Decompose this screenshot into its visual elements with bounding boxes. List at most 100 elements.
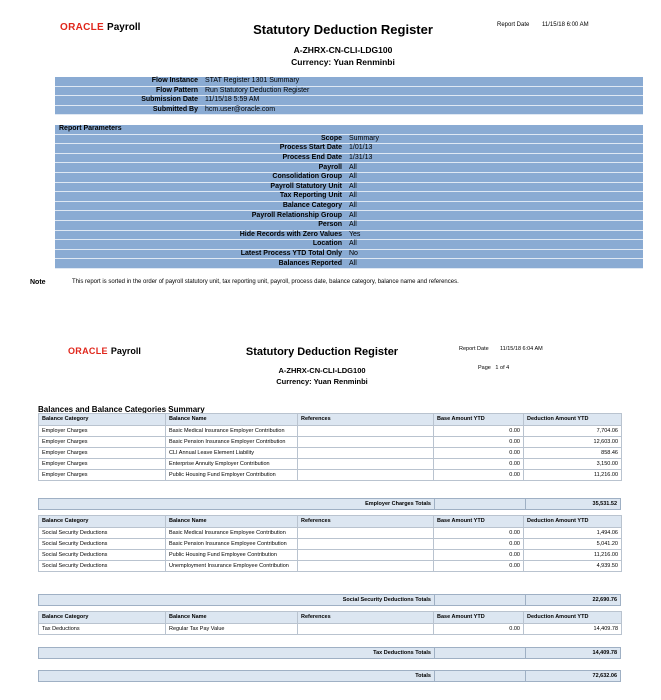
report-date-label: Report Date [497, 22, 530, 28]
balance-cell: Social Security Deductions [38, 538, 166, 550]
balance-cell [297, 623, 434, 635]
balance-cell: 0.00 [433, 549, 524, 561]
balance-row: Social Security Deductions Basic Pension … [38, 538, 622, 550]
totals-row: Employer Charges Totals 35,531.52 [38, 498, 621, 510]
note-text: This report is sorted in the order of pa… [72, 279, 459, 285]
info-label: Process Start Date [55, 143, 349, 154]
balance-cell: 1,494.06 [523, 527, 622, 539]
balance-row: Tax Deductions Regular Tax Pay Value 0.00 1… [38, 623, 622, 635]
balance-cell: 3,150.00 [523, 458, 622, 470]
totals-table: Totals 72,632.06 [38, 670, 621, 682]
info-value: All [349, 239, 643, 250]
info-label: Location [55, 239, 349, 250]
currency: Currency: Yuan Renminbi [276, 377, 368, 386]
info-value: 11/15/18 5:59 AM [205, 95, 643, 106]
report-date: 11/15/18 6:00 AM [542, 22, 589, 28]
info-row: Consolidation Group All [55, 172, 643, 183]
info-value: All [349, 191, 643, 202]
report-title: Statutory Deduction Register [245, 346, 399, 358]
balance-cell: 0.00 [433, 458, 524, 470]
balance-row: Employer Charges Basic Pension Insurance … [38, 436, 622, 448]
info-value: All [349, 220, 643, 231]
brand: ORACLE Payroll [68, 346, 141, 356]
header-row: Balance Category Balance Name References Ba… [38, 413, 622, 426]
info-label: Balances Reported [55, 258, 349, 269]
info-row: Person All [55, 220, 643, 231]
report-date: 11/15/18 6:04 AM [500, 346, 543, 352]
column-header: Balance Name [165, 413, 298, 426]
column-header: Base Amount YTD [433, 413, 524, 426]
balance-cell: 858.46 [523, 447, 622, 459]
balance-cell: 0.00 [433, 560, 524, 572]
balance-cell: 12,603.00 [523, 436, 622, 448]
info-row: Flow Instance STAT Register 1301 Summary [55, 77, 643, 87]
info-value: Yes [349, 230, 643, 241]
balance-cell [297, 469, 434, 481]
balance-cell: 0.00 [433, 469, 524, 481]
info-table: Report Parameters Scope Summary Process Sta… [55, 125, 643, 269]
column-header: Base Amount YTD [433, 515, 524, 528]
info-value: No [349, 249, 643, 260]
page-number: Page 1 of 4 [478, 365, 510, 371]
info-row: Balances Reported All [55, 258, 643, 269]
balance-cell: 5,041.20 [523, 538, 622, 550]
info-label: Person [55, 220, 349, 231]
balance-cell: Basic Medical Insurance Employer Contrib… [165, 425, 298, 437]
totals-table: Social Security Deductions Totals 22,690.… [38, 594, 621, 606]
balance-row: Social Security Deductions Basic Medical … [38, 527, 622, 539]
info-label: Process End Date [55, 153, 349, 164]
balance-cell: Unemployment Insurance Employee Contribu… [165, 560, 298, 572]
balance-cell: Employer Charges [38, 436, 166, 448]
info-label: Latest Process YTD Total Only [55, 249, 349, 260]
totals-spacer [434, 647, 526, 659]
info-row: Submission Date 11/15/18 5:59 AM [55, 95, 643, 106]
balance-row: Employer Charges Basic Medical Insurance … [38, 425, 622, 437]
balance-cell: 0.00 [433, 436, 524, 448]
balance-cell: Social Security Deductions [38, 549, 166, 561]
header-row: Balance Category Balance Name References Ba… [38, 611, 622, 624]
totals-label: Social Security Deductions Totals [38, 594, 435, 606]
balance-row: Employer Charges Enterprise Annuity Emplo… [38, 458, 622, 470]
note-label: Note [30, 279, 46, 286]
balance-cell: Basic Medical Insurance Employee Contrib… [165, 527, 298, 539]
info-row: Latest Process YTD Total Only No [55, 249, 643, 260]
balance-cell: Tax Deductions [38, 623, 166, 635]
info-value: All [349, 172, 643, 183]
totals-row: Tax Deductions Totals 14,409.78 [38, 647, 621, 659]
column-header: Deduction Amount YTD [523, 611, 622, 624]
info-value: Summary [349, 134, 643, 145]
info-row: Balance Category All [55, 201, 643, 212]
balance-cell: 11,216.00 [523, 549, 622, 561]
balance-cell: Social Security Deductions [38, 560, 166, 572]
column-header: References [297, 413, 434, 426]
table-title: Report Parameters [55, 125, 643, 135]
column-header: Balance Category [38, 413, 166, 426]
balance-cell: 0.00 [433, 538, 524, 550]
brand-logo: ORACLE [60, 22, 105, 33]
balance-cell: 7,704.06 [523, 425, 622, 437]
balance-cell: Public Housing Fund Employer Contributio… [165, 469, 298, 481]
column-header: Balance Category [38, 611, 166, 624]
table-title-row: Report Parameters [55, 125, 643, 135]
column-header: References [297, 611, 434, 624]
totals-table: Employer Charges Totals 35,531.52 [38, 498, 621, 510]
balance-cell: Employer Charges [38, 425, 166, 437]
column-header: Balance Name [165, 611, 298, 624]
info-value: 1/31/13 [349, 153, 643, 164]
balance-cell [297, 447, 434, 459]
balance-row: Employer Charges Public Housing Fund Empl… [38, 469, 622, 481]
info-row: Location All [55, 239, 643, 250]
column-header: Balance Name [165, 515, 298, 528]
info-value: All [349, 258, 643, 269]
info-value: hcm.user@oracle.com [205, 105, 643, 116]
report-title: Statutory Deduction Register [253, 22, 433, 37]
info-label: Scope [55, 134, 349, 145]
balance-table: Balance Category Balance Name References Ba… [38, 413, 622, 481]
info-value: 1/01/13 [349, 143, 643, 154]
balance-cell: Social Security Deductions [38, 527, 166, 539]
info-label: Flow Instance [55, 77, 205, 87]
balance-cell [297, 549, 434, 561]
brand-product: Payroll [110, 346, 141, 356]
info-label: Balance Category [55, 201, 349, 212]
